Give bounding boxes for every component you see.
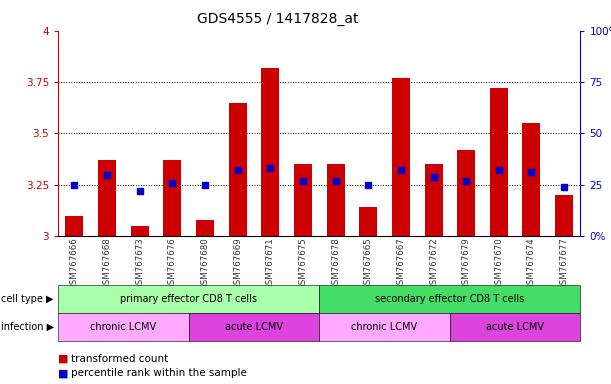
Point: [167, 180, 177, 186]
Bar: [425, 164, 442, 236]
Bar: [196, 220, 214, 236]
Point: [429, 174, 439, 180]
Bar: [163, 160, 181, 236]
Point: [494, 167, 503, 174]
Point: [527, 169, 536, 175]
Bar: [98, 160, 116, 236]
Bar: [229, 103, 247, 236]
Point: [102, 171, 112, 177]
Point: [559, 184, 569, 190]
Text: acute LCMV: acute LCMV: [486, 322, 544, 332]
Point: [265, 165, 275, 171]
Point: [461, 178, 471, 184]
Text: GDS4555 / 1417828_at: GDS4555 / 1417828_at: [197, 12, 358, 25]
Text: primary effector CD8 T cells: primary effector CD8 T cells: [120, 294, 257, 304]
Point: [135, 188, 145, 194]
Point: [200, 182, 210, 188]
Text: cell type ▶: cell type ▶: [1, 294, 54, 304]
Bar: [131, 226, 148, 236]
Text: ■: ■: [58, 368, 68, 378]
Text: acute LCMV: acute LCMV: [225, 322, 283, 332]
Point: [364, 182, 373, 188]
Text: ■: ■: [58, 354, 68, 364]
Bar: [392, 78, 410, 236]
Text: infection ▶: infection ▶: [1, 322, 54, 332]
Bar: [457, 150, 475, 236]
Text: secondary effector CD8 T cells: secondary effector CD8 T cells: [375, 294, 524, 304]
Bar: [65, 215, 83, 236]
Point: [233, 167, 243, 174]
Bar: [294, 164, 312, 236]
Text: transformed count: transformed count: [71, 354, 169, 364]
Point: [331, 178, 340, 184]
Bar: [490, 88, 508, 236]
Bar: [555, 195, 573, 236]
Bar: [262, 68, 279, 236]
Point: [396, 167, 406, 174]
Text: percentile rank within the sample: percentile rank within the sample: [71, 368, 247, 378]
Text: chronic LCMV: chronic LCMV: [90, 322, 156, 332]
Bar: [327, 164, 345, 236]
Point: [70, 182, 79, 188]
Text: chronic LCMV: chronic LCMV: [351, 322, 417, 332]
Bar: [522, 123, 541, 236]
Point: [298, 178, 308, 184]
Bar: [359, 207, 377, 236]
